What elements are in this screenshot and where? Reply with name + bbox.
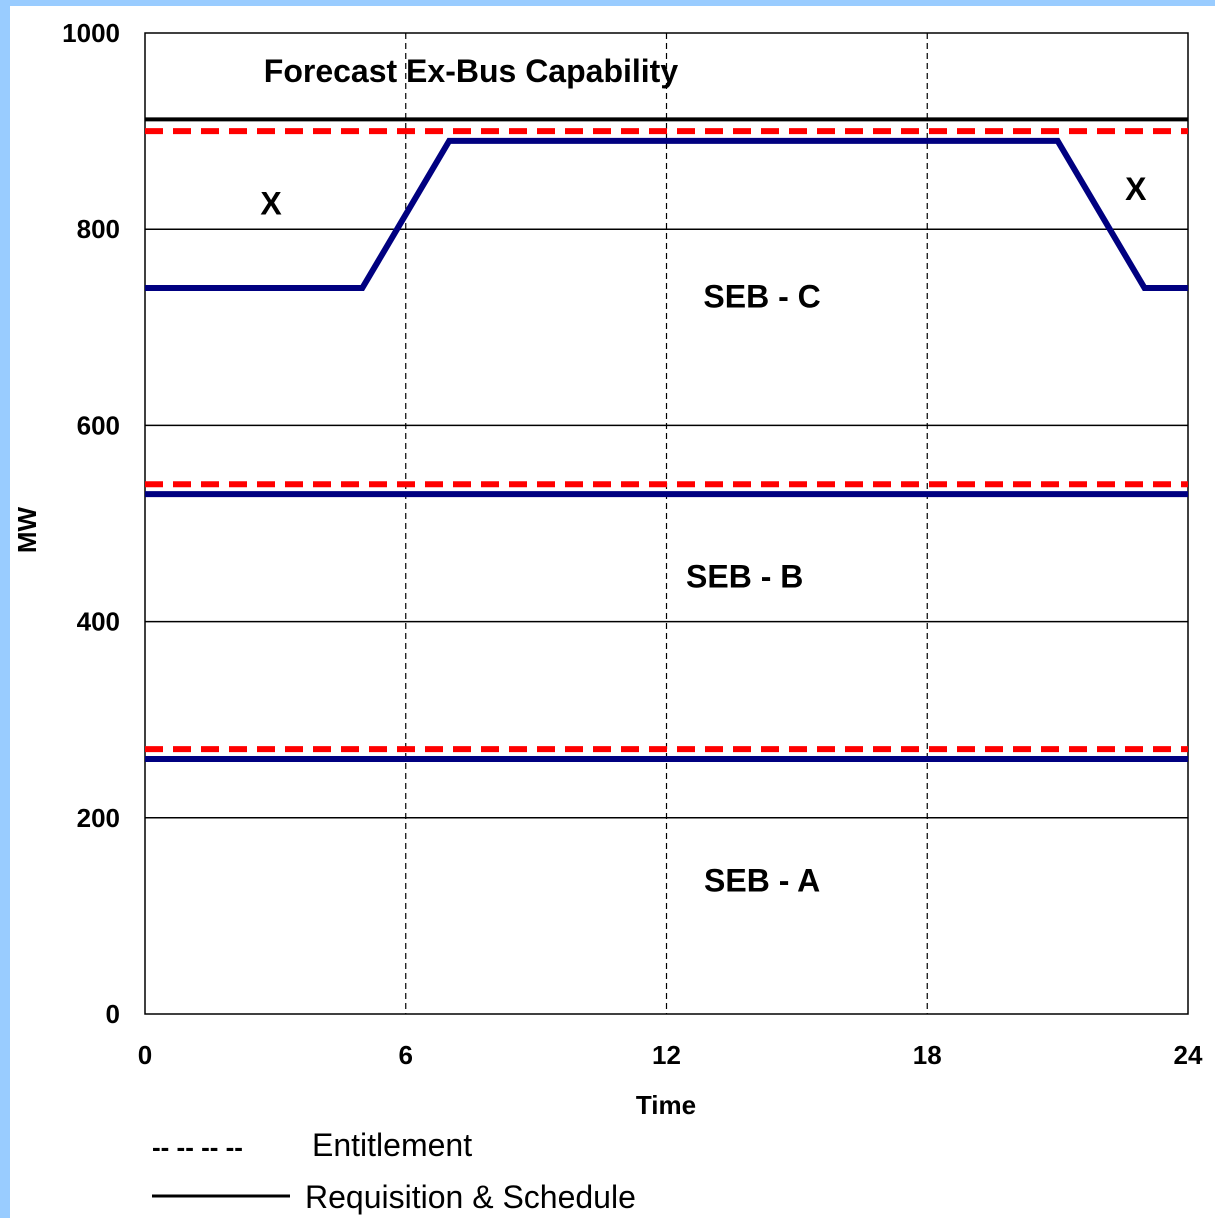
legend-entitlement-label: Entitlement [312,1127,472,1163]
y-axis-ticks: 0 200 400 600 800 1000 [62,18,120,1029]
annotation-2: X [1125,171,1147,207]
annotation-5: SEB - A [704,862,820,898]
schedule-line-2 [145,137,1188,292]
x-tick-label-12: 12 [652,1040,681,1070]
annotation-4: SEB - B [686,558,803,594]
y-tick-label-600: 600 [77,410,120,440]
grid [145,33,1188,1014]
legend-requisition-label: Requisition & Schedule [305,1179,636,1215]
y-tick-label-400: 400 [77,607,120,637]
y-tick-label-200: 200 [77,803,120,833]
x-tick-label-18: 18 [913,1040,942,1070]
top-border-strip [0,0,1215,6]
y-tick-label-800: 800 [77,214,120,244]
series-layer [145,117,1188,762]
x-tick-label-6: 6 [399,1040,413,1070]
y-tick-label-1000: 1000 [62,18,120,48]
legend: -- -- -- -- Entitlement Requisition & Sc… [152,1127,636,1215]
annotation-0: Forecast Ex-Bus Capability [264,53,679,89]
annotation-1: X [260,185,282,221]
x-tick-label-0: 0 [138,1040,152,1070]
annotations: Forecast Ex-Bus Capability X X SEB - C SEB -… [260,53,1147,898]
legend-entitlement-swatch: -- -- -- -- [152,1132,243,1162]
y-axis-title: MW [12,506,42,553]
x-axis-title: Time [636,1090,696,1120]
left-border-strip [0,0,10,1218]
y-tick-label-0: 0 [106,999,120,1029]
x-tick-label-24: 24 [1174,1040,1203,1070]
x-axis-ticks: 0 6 12 18 24 [138,1040,1203,1070]
annotation-3: SEB - C [703,279,820,315]
